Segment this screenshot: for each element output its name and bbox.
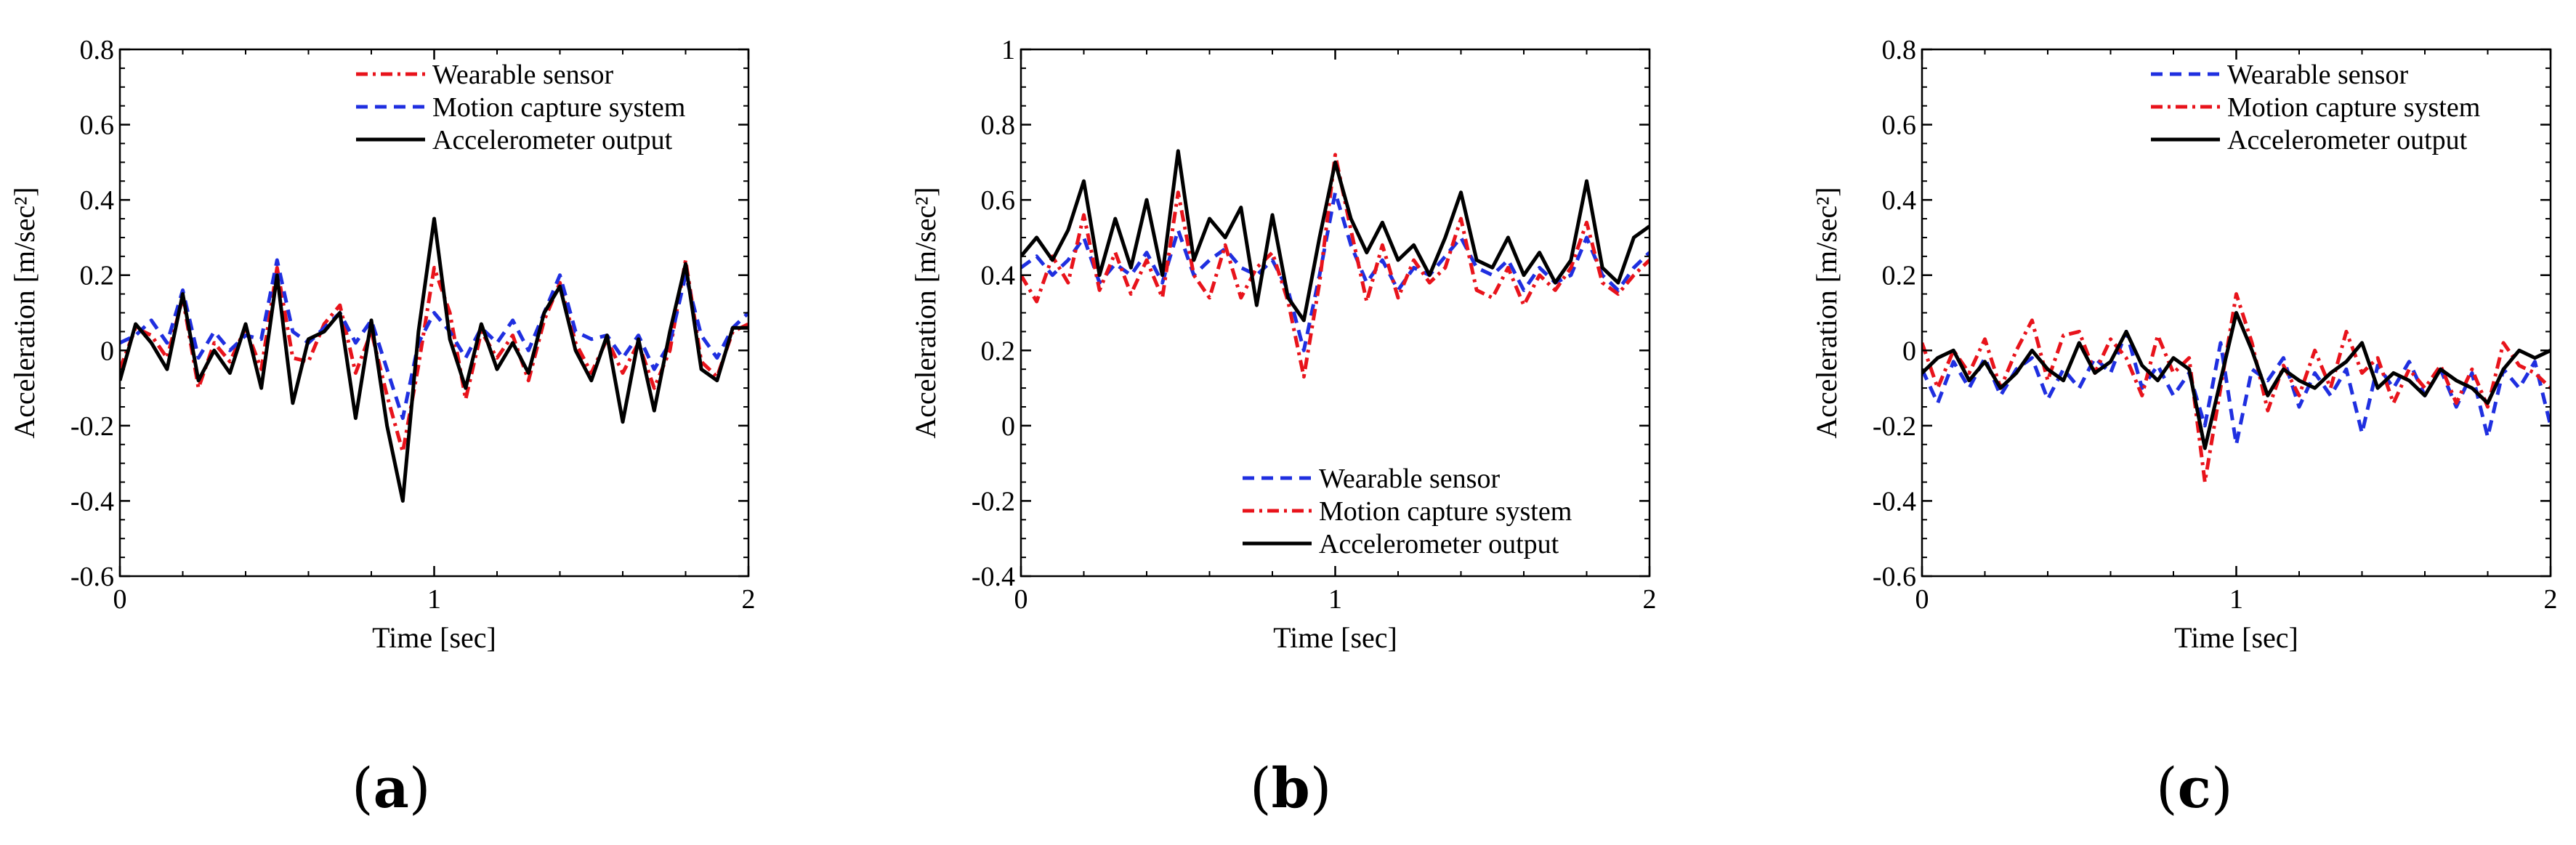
chart-a-ytick-label-6: 0.6 — [80, 110, 115, 141]
chart-c-legend-label-1: Motion capture system — [2227, 92, 2480, 123]
chart-b-series-2-line — [1021, 149, 1650, 323]
caption-c: (c) — [2156, 756, 2233, 820]
chart-b-xtick-label-2: 2 — [1643, 584, 1657, 615]
chart-b-xtick-label-0: 0 — [1014, 584, 1028, 615]
caption-b-close: ) — [1309, 756, 1332, 820]
chart-a-ytick-label-7: 0.8 — [80, 35, 115, 65]
chart-c-legend-label-0: Wearable sensor — [2227, 60, 2408, 90]
chart-a-legend-label-0: Wearable sensor — [432, 60, 613, 90]
chart-a: -0.6 -0.4 -0.2 0 0.2 0.4 0.6 0.8 0 1 2 Time [sec] Ac… — [8, 35, 756, 654]
chart-a-series — [120, 217, 748, 503]
chart-b-ytick-label-5: 0.6 — [981, 185, 1016, 216]
chart-c-series-1-line — [1922, 292, 2551, 484]
chart-c: -0.6 -0.4 -0.2 0 0.2 0.4 0.6 0.8 0 1 2 Time [sec] Ac… — [1810, 35, 2558, 654]
chart-b-ytick-label-2: 0 — [1001, 411, 1015, 442]
chart-a-ytick-label-5: 0.4 — [80, 185, 115, 216]
chart-b-ytick-label-7: 1 — [1001, 35, 1015, 65]
chart-b-ytick-label-0: -0.4 — [972, 562, 1015, 592]
caption-a-close: ) — [408, 756, 431, 820]
chart-c-ytick-label-4: 0.2 — [1882, 261, 1917, 291]
chart-c-ytick-label-1: -0.4 — [1873, 486, 1916, 517]
chart-b-ylabel: Acceleration [m/sec²] — [909, 187, 942, 438]
chart-b-legend-label-0: Wearable sensor — [1319, 464, 1500, 494]
chart-b-series — [1021, 149, 1650, 379]
chart-c-series-2-line — [1922, 311, 2551, 450]
chart-a-series-0-line — [120, 258, 748, 454]
chart-b-ytick-label-3: 0.2 — [981, 336, 1016, 366]
chart-a-xtick-label-2: 2 — [742, 584, 756, 615]
caption-b-letter: b — [1271, 756, 1310, 820]
chart-b-legend-label-2: Accelerometer output — [1319, 529, 1559, 559]
chart-a-ylabel: Acceleration [m/sec²] — [8, 187, 41, 438]
chart-b-legend-label-1: Motion capture system — [1319, 496, 1572, 527]
chart-c-series — [1922, 292, 2551, 484]
chart-c-ytick-label-3: 0 — [1902, 336, 1916, 366]
chart-a-xtick-label-1: 1 — [427, 584, 441, 615]
caption-a: (a) — [352, 756, 431, 820]
chart-b: -0.4 -0.2 0 0.2 0.4 0.6 0.8 1 0 1 2 Time [sec] Accel… — [909, 35, 1657, 654]
caption-c-letter: c — [2177, 756, 2211, 820]
chart-c-series-0-line — [1922, 329, 2551, 447]
chart-c-ytick-label-7: 0.8 — [1882, 35, 1917, 65]
chart-a-xlabel: Time [sec] — [372, 621, 496, 654]
caption-a-letter: a — [373, 756, 409, 820]
chart-c-ytick-label-5: 0.4 — [1882, 185, 1917, 216]
chart-b-ytick-label-6: 0.8 — [981, 110, 1016, 141]
caption-c-open: ( — [2156, 756, 2178, 820]
chart-b-series-0-line — [1021, 190, 1650, 352]
chart-c-ytick-label-6: 0.6 — [1882, 110, 1917, 141]
chart-a-series-2-line — [120, 217, 748, 503]
chart-b-ytick-label-1: -0.2 — [972, 486, 1015, 517]
chart-c-xlabel: Time [sec] — [2174, 621, 2298, 654]
chart-a-ytick-label-4: 0.2 — [80, 261, 115, 291]
chart-c-ylabel: Acceleration [m/sec²] — [1810, 187, 1843, 438]
caption-a-open: ( — [352, 756, 374, 820]
chart-a-legend-label-1: Motion capture system — [432, 92, 685, 123]
chart-c-legend-label-2: Accelerometer output — [2227, 125, 2468, 155]
chart-b-xtick-label-1: 1 — [1328, 584, 1342, 615]
chart-a-ytick-label-3: 0 — [100, 336, 114, 366]
chart-a-ytick-label-0: -0.6 — [70, 562, 114, 592]
chart-c-ytick-label-0: -0.6 — [1873, 562, 1916, 592]
chart-b-xlabel: Time [sec] — [1273, 621, 1397, 654]
caption-b: (b) — [1250, 756, 1331, 820]
caption-c-close: ) — [2210, 756, 2233, 820]
chart-a-ytick-label-1: -0.4 — [70, 486, 114, 517]
chart-a-legend-label-2: Accelerometer output — [432, 125, 673, 155]
chart-c-xtick-label-2: 2 — [2544, 584, 2558, 615]
chart-b-series-1-line — [1021, 153, 1650, 379]
chart-c-xtick-label-1: 1 — [2229, 584, 2243, 615]
chart-a-series-1-line — [120, 258, 748, 420]
chart-c-ytick-label-2: -0.2 — [1873, 411, 1916, 442]
chart-a-xtick-label-0: 0 — [113, 584, 127, 615]
chart-c-xtick-label-0: 0 — [1915, 584, 1929, 615]
caption-b-open: ( — [1250, 756, 1272, 820]
chart-a-ytick-label-2: -0.2 — [70, 411, 114, 442]
chart-b-ytick-label-4: 0.4 — [981, 261, 1016, 291]
